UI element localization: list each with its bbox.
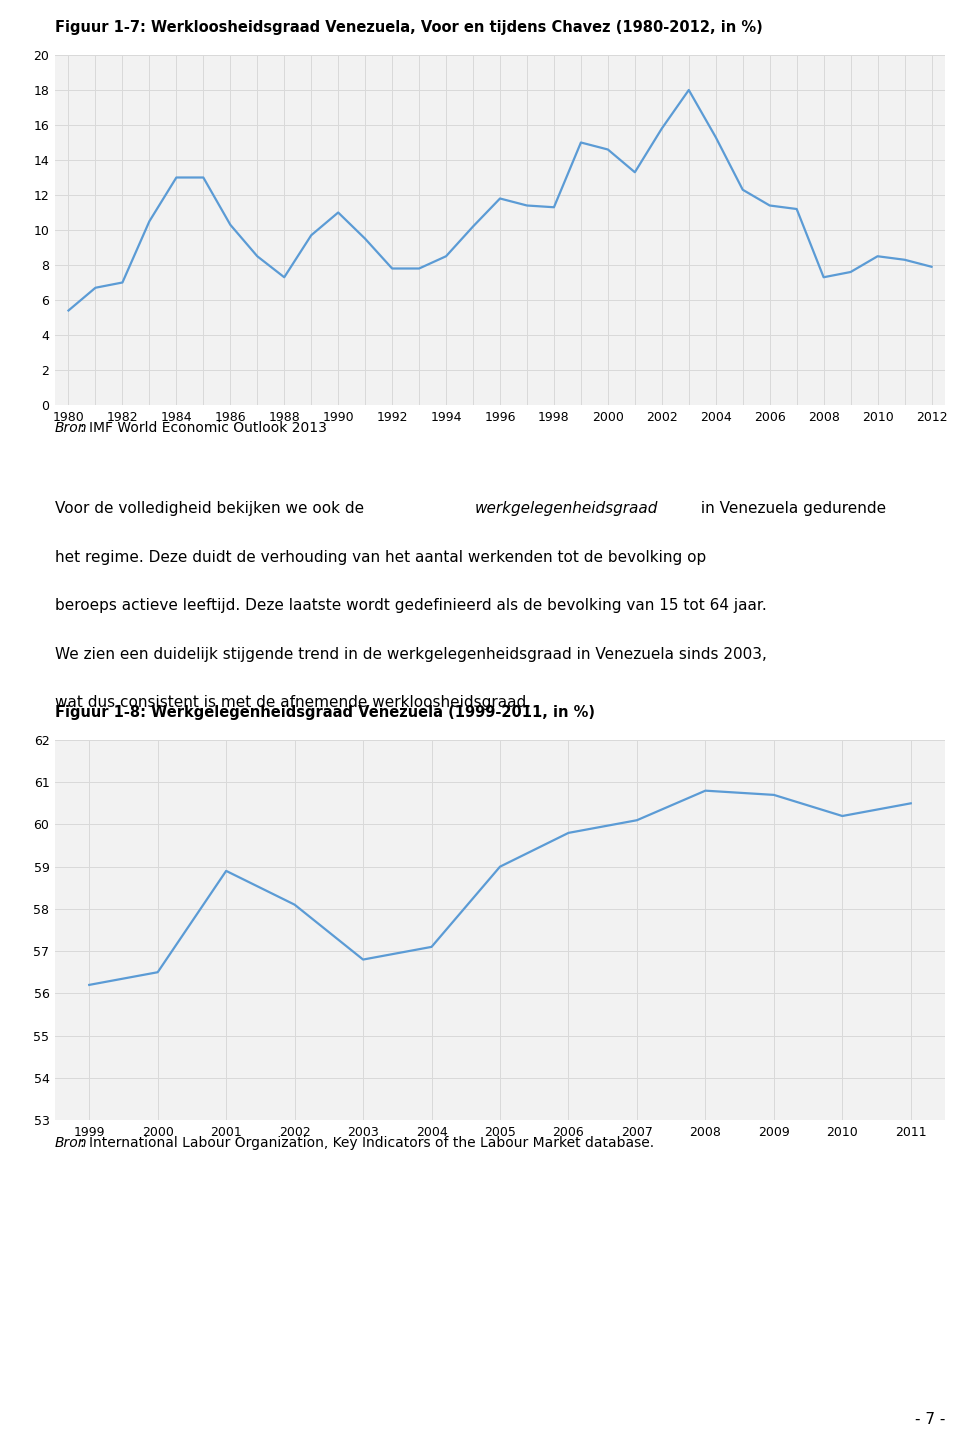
Text: Figuur 1-8: Werkgelegenheidsgraad Venezuela (1999-2011, in %): Figuur 1-8: Werkgelegenheidsgraad Venezu… [55,706,595,720]
Text: Voor de volledigheid bekijken we ook de: Voor de volledigheid bekijken we ook de [55,501,369,517]
Text: Bron: Bron [55,421,87,434]
Text: wat dus consistent is met de afnemende werkloosheidsgraad.: wat dus consistent is met de afnemende w… [55,696,531,710]
Text: We zien een duidelijk stijgende trend in de werkgelegenheidsgraad in Venezuela s: We zien een duidelijk stijgende trend in… [55,646,767,662]
Text: Figuur 1-7: Werkloosheidsgraad Venezuela, Voor en tijdens Chavez (1980-2012, in : Figuur 1-7: Werkloosheidsgraad Venezuela… [55,20,763,35]
Text: werkgelegenheidsgraad: werkgelegenheidsgraad [475,501,659,517]
Text: : IMF World Economic Outlook 2013: : IMF World Economic Outlook 2013 [80,421,326,434]
Text: Bron: Bron [55,1135,87,1150]
Text: in Venezuela gedurende: in Venezuela gedurende [696,501,886,517]
Text: beroeps actieve leeftijd. Deze laatste wordt gedefinieerd als de bevolking van 1: beroeps actieve leeftijd. Deze laatste w… [55,598,767,613]
Text: : International Labour Organization, Key Indicators of the Labour Market databas: : International Labour Organization, Key… [80,1135,654,1150]
Text: het regime. Deze duidt de verhouding van het aantal werkenden tot de bevolking o: het regime. Deze duidt de verhouding van… [55,550,707,565]
Text: - 7 -: - 7 - [915,1411,945,1427]
